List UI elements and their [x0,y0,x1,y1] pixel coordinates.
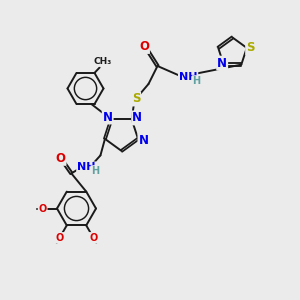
Text: H: H [91,166,99,176]
Text: NH: NH [77,162,96,172]
Text: N: N [132,111,142,124]
Text: S: S [132,92,140,106]
Text: NH: NH [179,72,197,82]
Text: S: S [246,41,255,54]
Text: O: O [56,152,66,165]
Text: N: N [138,134,148,147]
Text: H: H [192,76,201,86]
Text: O: O [139,40,149,53]
Text: CH₃: CH₃ [94,57,112,66]
Text: O: O [89,233,98,243]
Text: N: N [217,57,227,70]
Text: N: N [103,110,113,124]
Text: O: O [38,203,47,214]
Text: O: O [56,233,64,243]
